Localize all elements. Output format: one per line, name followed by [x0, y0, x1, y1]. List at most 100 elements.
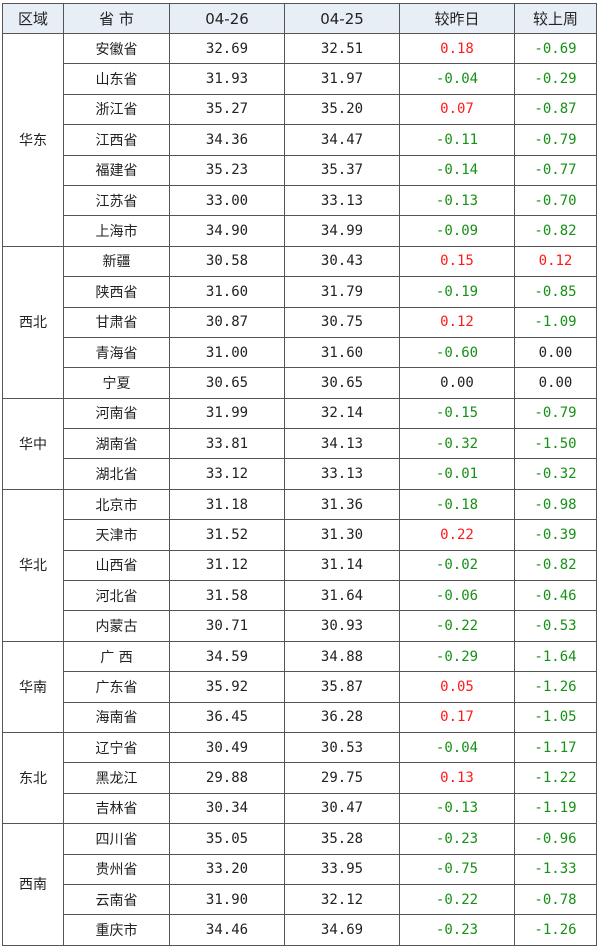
price-current-cell: 30.34 — [169, 792, 285, 825]
price-previous-cell: 33.95 — [284, 853, 400, 885]
day-change-cell: -0.04 — [399, 731, 515, 764]
week-change-cell: -0.79 — [514, 124, 597, 156]
week-change-cell: -0.29 — [514, 63, 597, 95]
week-change-cell: -0.85 — [514, 276, 597, 308]
price-current-cell: 33.00 — [169, 184, 285, 217]
table-row: 西南 四川省 35.05 35.28 -0.23 -0.96 — [2, 823, 597, 946]
table-row: 云南省 31.90 32.12 -0.22 -0.78 — [3, 883, 597, 916]
week-change-cell: -0.77 — [514, 154, 597, 186]
table-row: 上海市 34.90 34.99 -0.09 -0.82 — [3, 215, 597, 247]
price-previous-cell: 31.30 — [284, 519, 400, 551]
price-previous-cell: 32.12 — [284, 883, 400, 916]
week-change-cell: -0.46 — [514, 580, 597, 612]
price-current-cell: 32.69 — [169, 32, 285, 65]
price-current-cell: 30.65 — [169, 367, 285, 399]
day-change-cell: 0.17 — [399, 701, 515, 733]
price-current-cell: 31.93 — [169, 63, 285, 95]
table-row: 湖南省 33.81 34.13 -0.32 -1.50 — [3, 428, 597, 460]
day-change-cell: -0.75 — [399, 853, 515, 885]
day-change-cell: 0.07 — [399, 93, 515, 126]
price-current-cell: 31.90 — [169, 883, 285, 916]
province-cell: 山西省 — [63, 549, 170, 582]
price-previous-cell: 31.64 — [284, 580, 400, 612]
day-change-cell: -0.13 — [399, 184, 515, 217]
price-current-cell: 35.27 — [169, 93, 285, 126]
province-cell: 甘肃省 — [63, 306, 170, 338]
week-change-cell: 0.12 — [514, 245, 597, 278]
header-week-change: 较上周 — [514, 3, 597, 34]
day-change-cell: -0.04 — [399, 63, 515, 95]
province-cell: 福建省 — [63, 154, 170, 186]
day-change-cell: 0.13 — [399, 762, 515, 794]
price-current-cell: 35.23 — [169, 154, 285, 186]
price-current-cell: 36.45 — [169, 701, 285, 733]
week-change-cell: -0.82 — [514, 549, 597, 582]
day-change-cell: 0.18 — [399, 32, 515, 65]
table-row: 吉林省 30.34 30.47 -0.13 -1.19 — [3, 792, 597, 825]
price-current-cell: 34.36 — [169, 124, 285, 156]
table-body: 华东 安徽省 32.69 32.51 0.18 -0.69 山东省 31.93 31.97 -0.… — [2, 32, 597, 946]
day-change-cell: -0.18 — [399, 488, 515, 521]
table-row: 湖北省 33.12 33.13 -0.01 -0.32 — [3, 458, 597, 490]
price-previous-cell: 34.99 — [284, 215, 400, 247]
table-row: 甘肃省 30.87 30.75 0.12 -1.09 — [3, 306, 597, 338]
province-cell: 广 西 — [63, 640, 170, 673]
province-cell: 四川省 — [63, 823, 170, 855]
week-change-cell: -1.26 — [514, 671, 597, 703]
day-change-cell: -0.29 — [399, 640, 515, 673]
province-cell: 上海市 — [63, 215, 170, 247]
price-current-cell: 31.99 — [169, 397, 285, 430]
week-change-cell: -0.70 — [514, 184, 597, 217]
day-change-cell: 0.12 — [399, 306, 515, 338]
price-previous-cell: 35.28 — [284, 823, 400, 855]
table-row: 江苏省 33.00 33.13 -0.13 -0.70 — [3, 184, 597, 217]
price-previous-cell: 34.47 — [284, 124, 400, 156]
week-change-cell: -1.64 — [514, 640, 597, 673]
day-change-cell: -0.11 — [399, 124, 515, 156]
price-previous-cell: 30.43 — [284, 245, 400, 278]
day-change-cell: -0.15 — [399, 397, 515, 430]
province-cell: 新疆 — [63, 245, 170, 278]
table-row: 西北 新疆 30.58 30.43 0.15 0.12 — [2, 245, 597, 399]
province-cell: 宁夏 — [63, 367, 170, 399]
day-change-cell: -0.22 — [399, 610, 515, 642]
header-row: 区域 省 市 04-26 04-25 较昨日 较上周 — [2, 3, 597, 34]
price-current-cell: 30.58 — [169, 245, 285, 278]
table-row: 浙江省 35.27 35.20 0.07 -0.87 — [3, 93, 597, 126]
week-change-cell: -0.32 — [514, 458, 597, 490]
price-current-cell: 30.87 — [169, 306, 285, 338]
table-row: 内蒙古 30.71 30.93 -0.22 -0.53 — [3, 610, 597, 642]
price-previous-cell: 30.75 — [284, 306, 400, 338]
price-current-cell: 31.60 — [169, 276, 285, 308]
province-cell: 重庆市 — [63, 914, 170, 946]
price-current-cell: 30.71 — [169, 610, 285, 642]
week-change-cell: -1.17 — [514, 731, 597, 764]
region-cell: 华北 — [2, 488, 64, 642]
day-change-cell: -0.32 — [399, 428, 515, 460]
week-change-cell: -1.09 — [514, 306, 597, 338]
price-current-cell: 35.92 — [169, 671, 285, 703]
day-change-cell: 0.15 — [399, 245, 515, 278]
price-current-cell: 34.90 — [169, 215, 285, 247]
table-row: 广东省 35.92 35.87 0.05 -1.26 — [3, 671, 597, 703]
week-change-cell: -0.39 — [514, 519, 597, 551]
price-previous-cell: 31.36 — [284, 488, 400, 521]
province-cell: 青海省 — [63, 336, 170, 369]
province-cell: 江西省 — [63, 124, 170, 156]
province-cell: 河南省 — [63, 397, 170, 430]
price-current-cell: 30.49 — [169, 731, 285, 764]
header-province: 省 市 — [63, 3, 170, 34]
day-change-cell: 0.00 — [399, 367, 515, 399]
region-cell: 西北 — [2, 245, 64, 399]
province-cell: 内蒙古 — [63, 610, 170, 642]
table-row: 贵州省 33.20 33.95 -0.75 -1.33 — [3, 853, 597, 885]
day-change-cell: -0.01 — [399, 458, 515, 490]
price-current-cell: 34.46 — [169, 914, 285, 946]
price-previous-cell: 35.87 — [284, 671, 400, 703]
province-cell: 湖南省 — [63, 428, 170, 460]
price-current-cell: 34.59 — [169, 640, 285, 673]
price-previous-cell: 33.13 — [284, 458, 400, 490]
day-change-cell: -0.06 — [399, 580, 515, 612]
day-change-cell: -0.22 — [399, 883, 515, 916]
province-cell: 天津市 — [63, 519, 170, 551]
